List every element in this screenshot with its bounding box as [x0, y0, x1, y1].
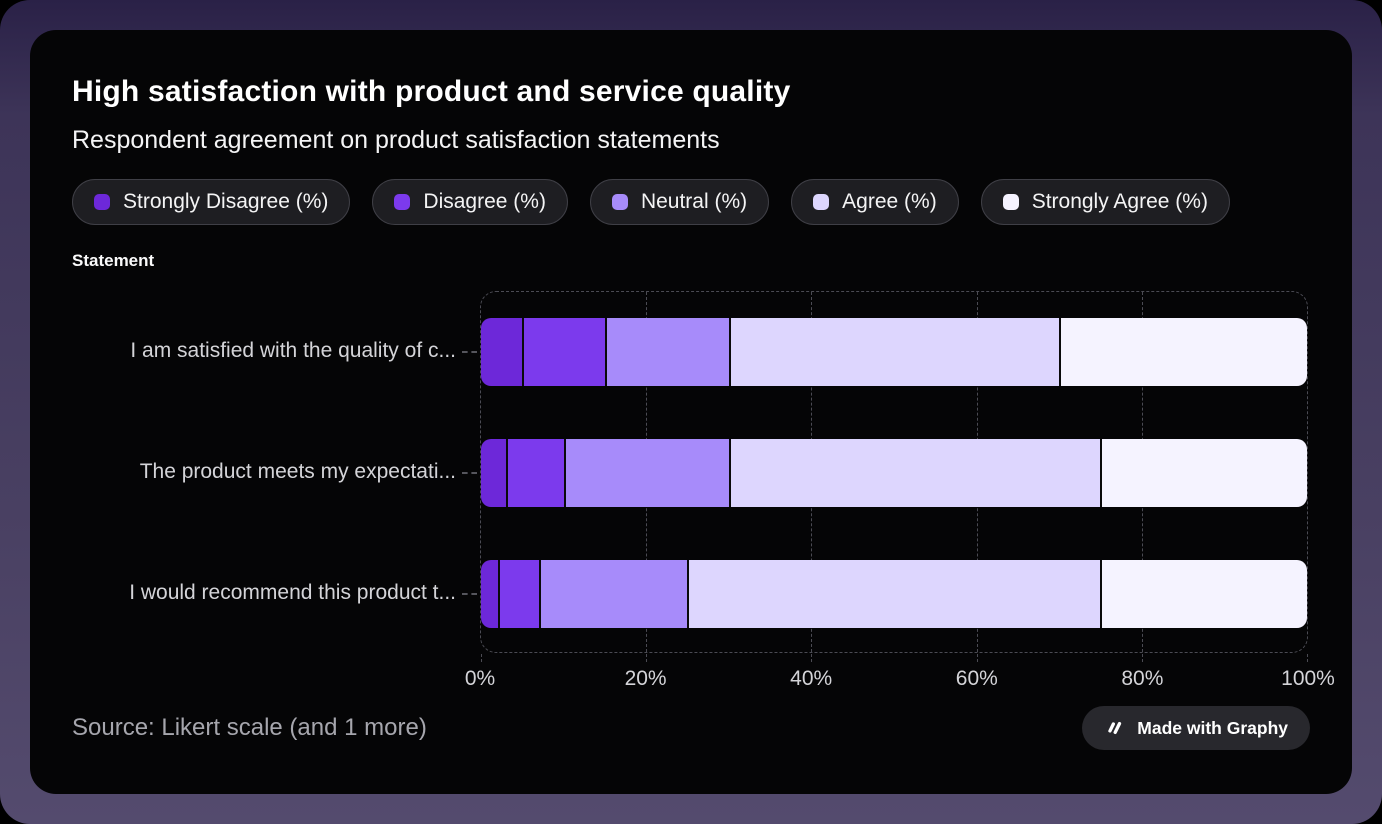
- legend-item-agree[interactable]: Agree (%): [791, 179, 959, 225]
- bar-segment-disagree: [497, 559, 539, 628]
- chart-title: High satisfaction with product and servi…: [72, 75, 791, 108]
- x-tick-label: 60%: [955, 667, 998, 690]
- stacked-bar: [481, 559, 1307, 628]
- bar-segment-agree: [728, 318, 1060, 387]
- legend-color-swatch: [1002, 194, 1019, 210]
- made-with-graphy-badge[interactable]: Made with Graphy: [1082, 706, 1310, 750]
- bar-row: [481, 533, 1307, 654]
- legend: Strongly Disagree (%) Disagree (%) Neutral…: [72, 179, 1310, 225]
- bar-segment-agree: [687, 559, 1101, 628]
- bar-segment-neutral: [563, 438, 729, 507]
- bar-segment-disagree: [505, 438, 564, 507]
- bar-segment-neutral: [604, 318, 729, 387]
- axis-tick: [646, 654, 648, 662]
- stacked-bar: [481, 438, 1307, 507]
- bar-segment-neutral: [538, 559, 688, 628]
- legend-item-strongly-agree[interactable]: Strongly Agree (%): [980, 179, 1230, 225]
- legend-item-label: Disagree (%): [423, 190, 546, 213]
- bar-segment-agree: [728, 438, 1101, 507]
- axis-tick: [976, 654, 978, 662]
- bar-segment-strongly-agree: [1100, 438, 1307, 507]
- x-tick-label: 100%: [1281, 667, 1335, 690]
- badge-label: Made with Graphy: [1137, 717, 1288, 738]
- legend-color-swatch: [813, 194, 830, 210]
- bar-segment-disagree: [522, 318, 605, 387]
- bar-segment-strongly-disagree: [481, 438, 506, 507]
- axis-tick: [481, 654, 482, 662]
- bar-segment-strongly-agree: [1100, 559, 1307, 628]
- x-tick-label: 80%: [1121, 667, 1164, 690]
- bar-row: [481, 292, 1307, 413]
- source-note: Source: Likert scale (and 1 more): [72, 714, 427, 741]
- chart-area: I am satisfied with the quality of c... T…: [72, 291, 1335, 691]
- chart-card: High satisfaction with product and servi…: [30, 30, 1352, 794]
- y-axis-label: Statement: [72, 251, 155, 270]
- legend-color-swatch: [394, 194, 411, 210]
- legend-item-disagree[interactable]: Disagree (%): [372, 179, 568, 225]
- legend-item-neutral[interactable]: Neutral (%): [589, 179, 770, 225]
- x-tick-label: 40%: [790, 667, 833, 690]
- legend-color-swatch: [611, 194, 628, 210]
- bar-segment-strongly-disagree: [481, 318, 523, 387]
- x-tick-label: 0%: [464, 667, 496, 690]
- graphy-logo-icon: [1104, 717, 1126, 739]
- bar-segment-strongly-agree: [1059, 318, 1307, 387]
- legend-item-label: Strongly Disagree (%): [123, 190, 329, 213]
- category-label: I am satisfied with the quality of c...: [130, 339, 456, 363]
- axis-tick: [1141, 654, 1143, 662]
- legend-color-swatch: [94, 194, 110, 210]
- axis-tick: [1307, 654, 1308, 662]
- plot-area: [480, 291, 1308, 662]
- legend-item-label: Neutral (%): [640, 190, 748, 213]
- legend-item-strongly-disagree[interactable]: Strongly Disagree (%): [72, 179, 351, 225]
- stacked-bar: [481, 318, 1307, 387]
- category-label: The product meets my expectati...: [139, 460, 456, 483]
- category-label: I would recommend this product t...: [129, 580, 456, 604]
- bar-segment-strongly-disagree: [481, 559, 498, 628]
- legend-item-label: Agree (%): [842, 190, 937, 213]
- chart-subtitle: Respondent agreement on product satisfac…: [72, 126, 720, 154]
- label-connector: [462, 351, 477, 354]
- bar-row: [481, 413, 1307, 534]
- x-tick-label: 20%: [624, 667, 667, 690]
- axis-tick: [811, 654, 813, 662]
- label-connector: [462, 472, 477, 474]
- legend-item-label: Strongly Agree (%): [1031, 190, 1208, 213]
- footer: Source: Likert scale (and 1 more) Made w…: [72, 706, 1310, 750]
- label-connector: [462, 592, 477, 595]
